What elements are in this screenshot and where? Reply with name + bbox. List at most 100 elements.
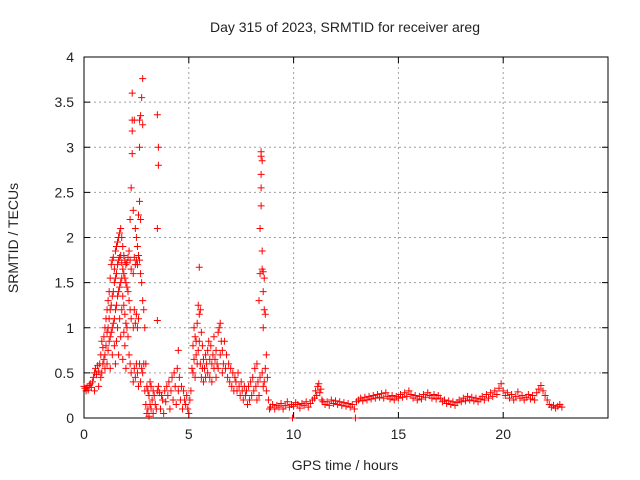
data-point (279, 405, 287, 413)
data-point (137, 378, 145, 386)
data-point (254, 378, 262, 386)
data-point (261, 364, 269, 372)
data-point (189, 369, 197, 377)
data-point (197, 328, 205, 336)
data-point (210, 333, 218, 341)
data-point (171, 382, 179, 390)
data-point (422, 393, 430, 401)
data-point (243, 400, 251, 408)
data-point (195, 263, 203, 271)
data-point (259, 382, 267, 390)
data-point (136, 197, 144, 205)
data-point (524, 391, 532, 399)
data-point (317, 385, 325, 393)
y-tick-label: 2.5 (55, 184, 75, 200)
data-point (302, 398, 310, 406)
data-point (306, 400, 314, 408)
data-point (315, 380, 323, 388)
data-point (97, 373, 105, 381)
data-point (432, 395, 440, 403)
data-point (539, 387, 547, 395)
data-point (325, 401, 333, 409)
data-point (129, 206, 137, 214)
data-point (110, 279, 118, 287)
data-point (480, 396, 488, 404)
data-point (115, 288, 123, 296)
data-point (363, 396, 371, 404)
data-point (242, 387, 250, 395)
data-point (166, 405, 174, 413)
data-point (262, 351, 270, 359)
data-point (300, 401, 308, 409)
data-point (489, 392, 497, 400)
data-point (111, 247, 119, 255)
data-point (147, 382, 155, 390)
data-point (417, 395, 425, 403)
data-point (351, 414, 359, 422)
data-point (119, 355, 127, 363)
data-point (167, 387, 175, 395)
data-point (123, 283, 131, 291)
data-point (201, 364, 209, 372)
data-point (445, 397, 453, 405)
data-point (449, 398, 457, 406)
data-point (247, 378, 255, 386)
data-point (348, 400, 356, 408)
x-tick-label: 10 (286, 426, 302, 442)
data-point (257, 170, 265, 178)
data-point (212, 346, 220, 354)
data-point (371, 394, 379, 402)
data-point (175, 373, 183, 381)
data-point (246, 396, 254, 404)
data-point (129, 378, 137, 386)
data-point (461, 397, 469, 405)
data-point (118, 306, 126, 314)
data-point (168, 373, 176, 381)
data-point (495, 384, 503, 392)
data-point (110, 265, 118, 273)
data-point (117, 333, 125, 341)
data-point (350, 405, 358, 413)
data-point (111, 360, 119, 368)
data-point (180, 387, 188, 395)
data-point (157, 405, 165, 413)
data-point (137, 215, 145, 223)
data-point (224, 373, 232, 381)
data-point (318, 396, 326, 404)
data-point (231, 373, 239, 381)
data-point (260, 274, 268, 282)
data-point (220, 337, 228, 345)
data-point (283, 398, 291, 406)
data-point (403, 392, 411, 400)
data-point (526, 395, 534, 403)
data-point (216, 319, 224, 327)
data-point (216, 351, 224, 359)
y-tick-label: 1 (66, 320, 74, 336)
data-point (541, 391, 549, 399)
data-point (137, 112, 145, 120)
data-point (124, 333, 132, 341)
chart-title: Day 315 of 2023, SRMTID for receiver are… (210, 19, 480, 35)
data-point (130, 306, 138, 314)
data-point (468, 393, 476, 401)
data-point (127, 184, 135, 192)
data-point (141, 324, 149, 332)
data-point (491, 387, 499, 395)
data-point (245, 382, 253, 390)
data-point (191, 333, 199, 341)
data-point (558, 403, 566, 411)
data-point (190, 355, 198, 363)
data-point (121, 274, 129, 282)
data-point (228, 382, 236, 390)
data-point (508, 391, 516, 399)
data-point (121, 342, 129, 350)
y-tick-label: 2 (66, 230, 74, 246)
data-point (136, 143, 144, 151)
data-point (145, 412, 153, 420)
data-point (131, 373, 139, 381)
data-point (382, 389, 390, 397)
data-point (543, 396, 551, 404)
data-point (169, 396, 177, 404)
x-tick-label: 20 (495, 426, 511, 442)
